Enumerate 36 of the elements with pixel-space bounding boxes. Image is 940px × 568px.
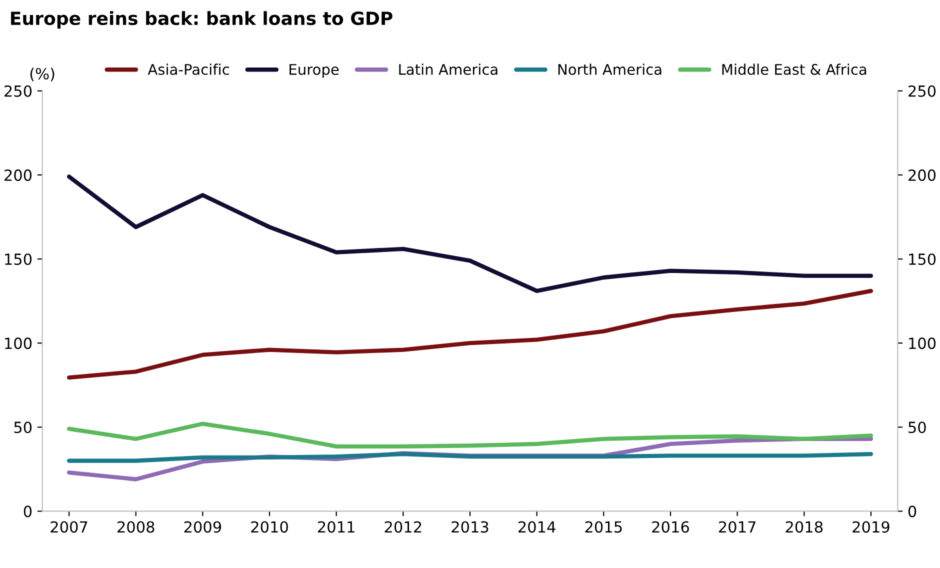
x-tick-label: 2013 [452, 521, 488, 533]
y-tick-label: 250 [4, 85, 32, 97]
legend-label: Latin America [399, 64, 498, 75]
x-tick-label: 2010 [251, 521, 288, 533]
legend-label: Middle East & Africa [722, 64, 866, 75]
y-axis-title: (%) [30, 68, 54, 82]
line-series [66, 422, 874, 449]
x-tick-label: 2015 [585, 521, 622, 533]
x-tick-label: 2017 [718, 521, 756, 533]
legend-label: North America [558, 64, 662, 75]
y-tick-label: 100 [5, 338, 32, 350]
y2-tick-label: 200 [908, 169, 936, 181]
x-tick-label: 2008 [118, 521, 154, 533]
y2-tick-label: 100 [909, 338, 936, 350]
x-tick-label: 2016 [652, 521, 689, 533]
y2-tick-label: 250 [908, 85, 936, 97]
y2-tick-label: 150 [909, 253, 936, 266]
x-tick-label: 2012 [384, 521, 422, 533]
x-tick-label: 2018 [786, 521, 823, 533]
y2-tick-label: 0 [908, 506, 916, 518]
chart-title: Europe reins back: bank loans to GDP [11, 11, 392, 29]
legend-label: Asia-Pacific [148, 64, 229, 75]
line-series [66, 174, 874, 294]
line-series [66, 452, 874, 463]
x-tick-label: 2014 [518, 521, 556, 533]
legend-label: Europe [290, 64, 339, 78]
y-tick-label: 50 [14, 422, 32, 434]
x-tick-label: 2019 [852, 521, 890, 533]
x-tick-label: 2011 [318, 521, 354, 533]
x-tick-label: 2007 [50, 521, 88, 533]
y-tick-label: 200 [4, 169, 32, 181]
y-tick-label: 150 [5, 253, 32, 266]
x-tick-label: 2009 [184, 521, 222, 533]
y-tick-label: 0 [24, 506, 32, 518]
y2-tick-label: 50 [908, 422, 926, 434]
line-series [66, 288, 874, 380]
